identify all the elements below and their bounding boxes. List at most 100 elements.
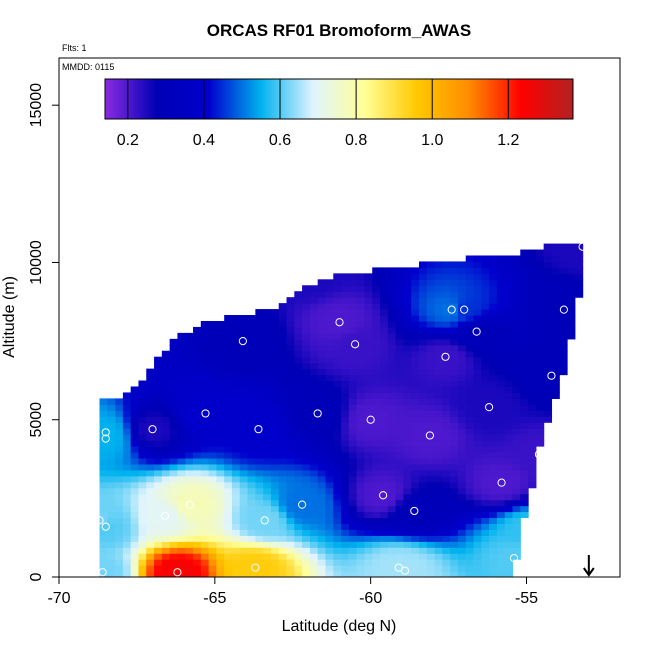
- heatmap-cell: [99, 541, 108, 548]
- heatmap-cell: [154, 547, 163, 554]
- heatmap-cell: [200, 398, 210, 405]
- heatmap-cell: [177, 511, 186, 519]
- heatmap-cell: [457, 541, 467, 548]
- heatmap-cell: [193, 446, 202, 453]
- heatmap-cell: [247, 547, 256, 554]
- heatmap-cell: [426, 374, 436, 382]
- heatmap-cell: [473, 541, 482, 548]
- heatmap-cell: [520, 344, 529, 352]
- heatmap-cell: [216, 541, 225, 548]
- heatmap-cell: [302, 416, 311, 423]
- heatmap-cell: [115, 535, 124, 542]
- heatmap-cell: [426, 422, 436, 429]
- heatmap-cell: [255, 475, 264, 483]
- heatmap-cell: [380, 523, 389, 530]
- heatmap-cell: [450, 481, 459, 489]
- colorbar-tick-label: 1.2: [497, 132, 519, 149]
- heatmap-cell: [418, 451, 428, 459]
- heatmap-cell: [169, 523, 179, 530]
- heatmap-cell: [364, 309, 373, 316]
- heatmap-cell: [138, 404, 147, 411]
- heatmap-cell: [512, 362, 521, 370]
- heatmap-cell: [247, 446, 256, 453]
- heatmap-cell: [263, 481, 272, 489]
- heatmap-cell: [481, 416, 490, 423]
- heatmap-cell: [185, 481, 194, 489]
- heatmap-cell: [372, 410, 381, 417]
- heatmap-cell: [130, 392, 140, 399]
- heatmap-cell: [341, 344, 350, 352]
- heatmap-cell: [239, 422, 249, 429]
- heatmap-cell: [450, 338, 459, 346]
- heatmap-cell: [255, 505, 264, 513]
- heatmap-cell: [380, 511, 389, 519]
- heatmap-cell: [294, 487, 303, 495]
- heatmap-cell: [302, 499, 311, 507]
- heatmap-cell: [255, 434, 264, 441]
- heatmap-cell: [317, 499, 327, 507]
- heatmap-cell: [403, 541, 412, 548]
- heatmap-cell: [504, 303, 514, 310]
- heatmap-cell: [317, 386, 327, 394]
- heatmap-cell: [465, 285, 475, 292]
- heatmap-cell: [356, 332, 366, 340]
- heatmap-cell: [496, 374, 506, 382]
- heatmap-cell: [107, 487, 116, 495]
- heatmap-cell: [411, 332, 420, 340]
- heatmap-cell: [177, 440, 186, 447]
- heatmap-cell: [395, 457, 404, 465]
- heatmap-cell: [489, 469, 498, 477]
- heatmap-cell: [348, 332, 358, 340]
- heatmap-cell: [496, 416, 506, 423]
- heatmap-cell: [115, 481, 124, 489]
- heatmap-cell: [512, 410, 521, 417]
- heatmap-cell: [434, 535, 443, 542]
- heatmap-cell: [418, 315, 428, 322]
- heatmap-cell: [130, 434, 140, 441]
- heatmap-cell: [239, 559, 249, 566]
- heatmap-cell: [434, 332, 443, 340]
- sample-point: [447, 305, 456, 314]
- heatmap-cell: [255, 571, 264, 577]
- heatmap-cell: [294, 380, 303, 388]
- heatmap-cell: [481, 487, 490, 495]
- heatmap-cell: [255, 541, 264, 548]
- heatmap-cell: [395, 517, 404, 525]
- sample-point: [366, 415, 375, 424]
- heatmap-cell: [356, 303, 366, 310]
- heatmap-cell: [528, 434, 537, 441]
- heatmap-cell: [99, 457, 108, 465]
- heatmap-cell: [161, 463, 171, 471]
- heatmap-cell: [356, 481, 366, 489]
- heatmap-cell: [122, 547, 132, 554]
- heatmap-cell: [372, 422, 381, 429]
- heatmap-cell: [356, 428, 366, 435]
- heatmap-cell: [122, 446, 132, 453]
- heatmap-cell: [403, 267, 412, 274]
- heatmap-cell: [489, 451, 498, 459]
- heatmap-cell: [278, 553, 288, 560]
- heatmap-cell: [130, 446, 140, 453]
- heatmap-cell: [411, 523, 420, 530]
- heatmap-cell: [161, 374, 171, 382]
- x-tick-label: -70: [47, 590, 70, 607]
- heatmap-cell: [504, 332, 514, 340]
- heatmap-cell: [200, 511, 210, 519]
- heatmap-cell: [442, 404, 451, 411]
- heatmap-cell: [161, 553, 171, 560]
- heatmap-cell: [489, 320, 498, 328]
- heatmap-cell: [341, 553, 350, 560]
- heatmap-cell: [411, 273, 420, 280]
- heatmap-cell: [418, 410, 428, 417]
- heatmap-cell: [489, 356, 498, 364]
- heatmap-cell: [263, 475, 272, 483]
- heatmap-cell: [208, 463, 217, 471]
- heatmap-cell: [372, 469, 381, 477]
- heatmap-cell: [457, 291, 467, 298]
- heatmap-cell: [99, 517, 108, 525]
- heatmap-cell: [122, 469, 132, 477]
- heatmap-cell: [263, 344, 272, 352]
- heatmap-cell: [317, 422, 327, 429]
- heatmap-cell: [270, 344, 280, 352]
